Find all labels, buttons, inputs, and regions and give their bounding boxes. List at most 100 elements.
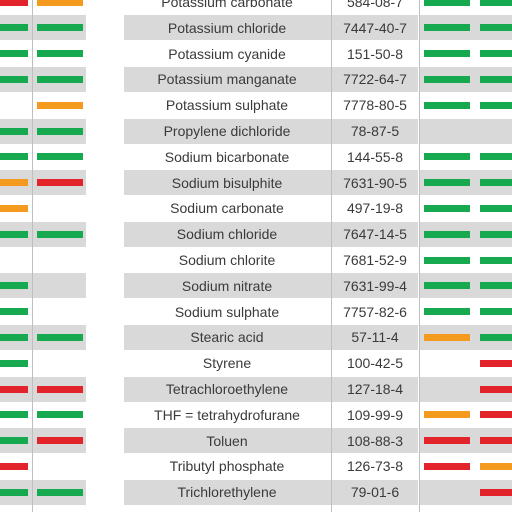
chemical-name: Potassium carbonate <box>161 0 293 10</box>
row-shading <box>124 273 418 299</box>
rating-bar-green <box>480 179 512 187</box>
rating-bar-green <box>0 127 28 135</box>
row-shading <box>124 170 418 196</box>
rating-bar-red <box>480 385 512 393</box>
cas-number: 126-73-8 <box>346 458 404 475</box>
chemical-name: Potassium chloride <box>167 19 287 36</box>
row-shading <box>124 66 418 92</box>
column-divider <box>32 0 33 512</box>
rating-bar-red <box>37 385 83 393</box>
rating-bar-orange <box>0 179 28 187</box>
chemical-name: Sodium chloride <box>176 226 278 243</box>
chemical-name: Sodium chlorite <box>178 252 276 268</box>
chemical-name: Potassium cyanide <box>168 45 286 62</box>
row-shading <box>124 479 418 505</box>
rating-bar-green <box>424 179 470 187</box>
rating-bar-red <box>37 437 83 445</box>
column-divider <box>331 0 332 512</box>
rating-bar-green <box>37 411 83 419</box>
chemical-name: Tributyl phosphate <box>169 458 285 475</box>
rating-bar-orange <box>37 101 83 109</box>
rating-bar-red <box>480 488 512 496</box>
rating-bar-green <box>424 0 470 6</box>
rating-bar-green <box>0 359 28 367</box>
rating-bar-orange <box>424 411 470 419</box>
cas-number: 7778-80-5 <box>343 97 407 114</box>
rating-bar-green <box>480 24 512 32</box>
rating-bar-green <box>480 230 512 238</box>
rating-bar-red <box>480 437 512 445</box>
rating-bar-green <box>424 256 470 264</box>
row-shading <box>124 376 418 402</box>
chemical-name: Sodium sulphate <box>174 303 280 320</box>
rating-bar-green <box>0 50 28 58</box>
cas-number: 7681-52-9 <box>343 252 407 268</box>
rating-bar-green <box>37 230 83 238</box>
rating-bar-green <box>37 127 83 135</box>
chemical-name: Toluen <box>206 432 248 449</box>
cas-number: 144-55-8 <box>346 148 404 165</box>
chemical-name: Sodium nitrate <box>181 277 273 294</box>
rating-bar-green <box>0 282 28 290</box>
rating-bar-red <box>424 462 470 470</box>
rating-bar-green <box>37 153 83 161</box>
rating-bar-green <box>37 24 83 32</box>
cas-number: 7722-64-7 <box>343 71 407 88</box>
rating-bar-green <box>480 75 512 83</box>
rating-bar-green <box>480 50 512 58</box>
rating-bar-green <box>480 0 512 6</box>
chemical-name: Sodium carbonate <box>170 200 284 217</box>
rating-bar-green <box>424 75 470 83</box>
cas-number: 497-19-8 <box>346 200 404 217</box>
cas-number: 7647-14-5 <box>343 226 407 243</box>
chemical-name: Stearic acid <box>190 329 264 346</box>
chemical-name: Potassium sulphate <box>165 97 289 114</box>
rating-bar-green <box>424 153 470 161</box>
cas-number: 7631-99-4 <box>343 277 407 294</box>
rating-bar-green <box>0 488 28 496</box>
rating-bar-green <box>424 204 470 212</box>
rating-bar-green <box>424 101 470 109</box>
rating-bar-green <box>0 230 28 238</box>
rating-bar-green <box>0 75 28 83</box>
chemical-name: Potassium manganate <box>157 71 297 88</box>
rating-bar-green <box>37 333 83 341</box>
rating-bar-red <box>0 462 28 470</box>
rating-bar-orange <box>37 0 83 6</box>
rating-bar-green <box>480 282 512 290</box>
rating-bar-green <box>480 101 512 109</box>
rating-bar-red <box>480 411 512 419</box>
cas-number: 100-42-5 <box>346 355 404 372</box>
cas-number: 109-99-9 <box>346 406 404 423</box>
rating-bar-red <box>424 437 470 445</box>
chemical-name: Tetrachloroethylene <box>165 381 289 397</box>
rating-bar-green <box>424 230 470 238</box>
rating-bar-green <box>37 50 83 58</box>
row-shading <box>420 118 512 144</box>
rating-bar-red <box>37 179 83 187</box>
row-shading <box>124 221 418 247</box>
cas-number: 151-50-8 <box>346 45 404 62</box>
rating-bar-red <box>480 359 512 367</box>
rating-bar-green <box>0 437 28 445</box>
rating-bar-green <box>480 153 512 161</box>
rating-bar-green <box>0 24 28 32</box>
rating-bar-green <box>424 50 470 58</box>
rating-bar-green <box>424 308 470 316</box>
rating-bar-green <box>37 75 83 83</box>
row-shading <box>124 118 418 144</box>
cas-number: 7757-82-6 <box>343 303 407 320</box>
cas-number: 79-01-6 <box>350 484 400 501</box>
rating-bar-red <box>0 385 28 393</box>
chemical-name: THF = tetrahydrofurane <box>154 406 300 423</box>
rating-bar-green <box>480 333 512 341</box>
cas-number: 584-08-7 <box>346 0 404 10</box>
rating-bar-green <box>424 282 470 290</box>
rating-bar-red <box>0 0 28 6</box>
rating-bar-green <box>0 333 28 341</box>
cas-number: 108-88-3 <box>346 432 404 449</box>
row-shading <box>124 428 418 454</box>
rating-bar-green <box>0 308 28 316</box>
chemical-name: Sodium bisulphite <box>171 174 283 191</box>
